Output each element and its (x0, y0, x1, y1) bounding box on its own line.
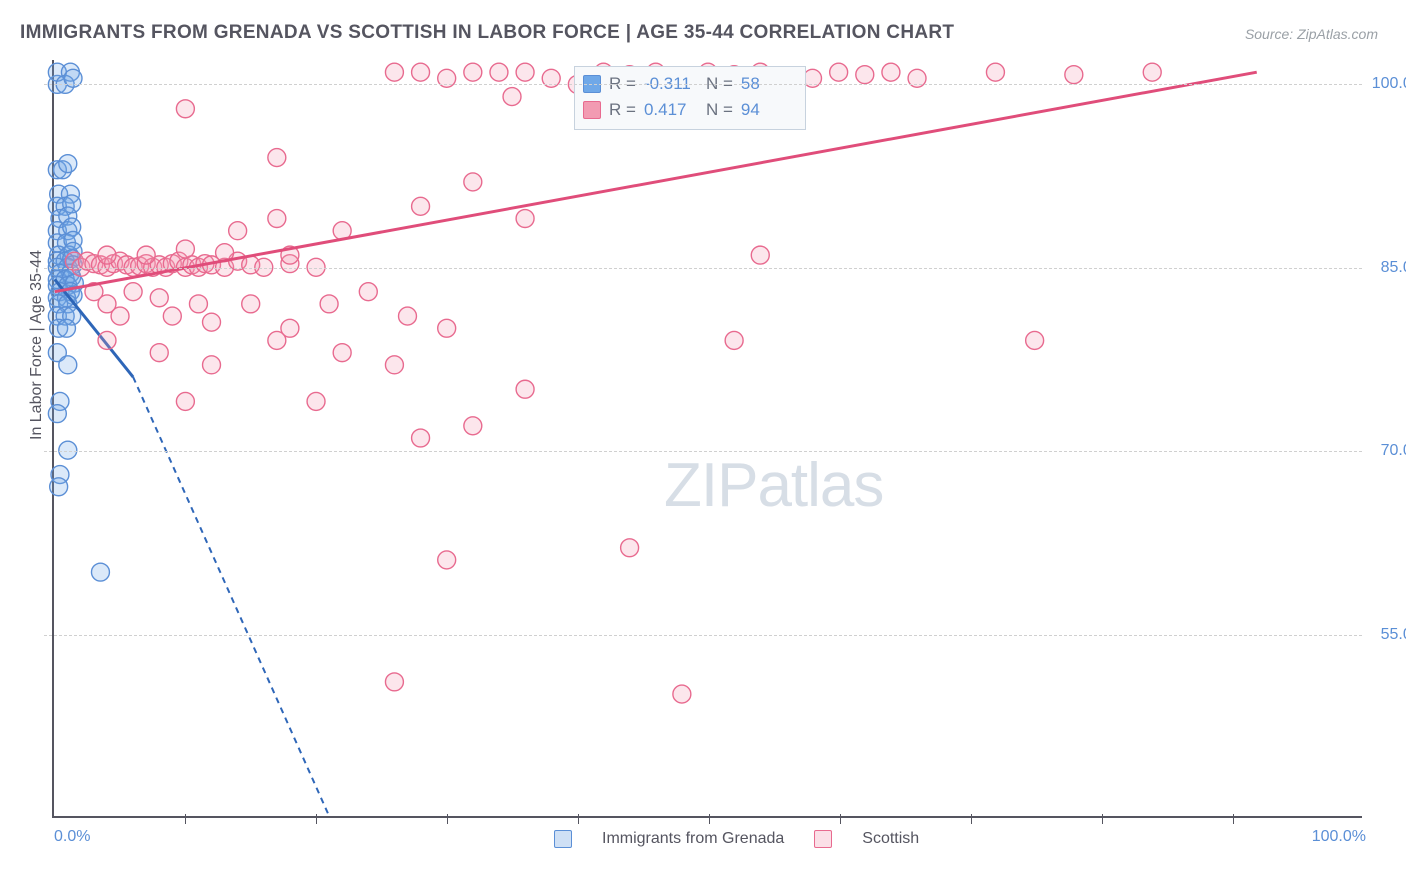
data-point (176, 100, 194, 118)
data-point (59, 356, 77, 374)
y-tick-label: 55.0% (1356, 626, 1406, 644)
data-point (621, 539, 639, 557)
data-point (48, 405, 66, 423)
data-point (385, 356, 403, 374)
r-label: R = (609, 97, 636, 123)
x-tick (185, 814, 186, 824)
data-point (412, 429, 430, 447)
scatter-svg (54, 60, 1362, 816)
data-point (124, 283, 142, 301)
data-point (150, 289, 168, 307)
x-tick (316, 814, 317, 824)
data-point (464, 417, 482, 435)
data-point (91, 563, 109, 581)
data-point (242, 295, 260, 313)
data-point (137, 246, 155, 264)
data-point (490, 63, 508, 81)
chart-title: IMMIGRANTS FROM GRENADA VS SCOTTISH IN L… (20, 22, 954, 44)
x-tick (578, 814, 579, 824)
trend-line-extrapolated (133, 377, 329, 816)
y-tick-label: 85.0% (1356, 259, 1406, 277)
bottom-legend: Immigrants from Grenada Scottish (554, 830, 919, 848)
data-point (1026, 331, 1044, 349)
data-point (320, 295, 338, 313)
legend-swatch-scottish (814, 830, 832, 848)
data-point (163, 307, 181, 325)
data-point (359, 283, 377, 301)
data-point (59, 441, 77, 459)
data-point (59, 155, 77, 173)
data-point (503, 88, 521, 106)
data-point (111, 307, 129, 325)
x-axis-min-label: 0.0% (54, 828, 90, 846)
grid-line (44, 451, 1362, 452)
x-axis-max-label: 100.0% (1312, 828, 1366, 846)
data-point (412, 63, 430, 81)
data-point (751, 246, 769, 264)
data-point (385, 673, 403, 691)
x-tick (709, 814, 710, 824)
data-point (412, 197, 430, 215)
y-tick-label: 100.0% (1356, 75, 1406, 93)
legend-swatch-grenada (554, 830, 572, 848)
data-point (1143, 63, 1161, 81)
data-point (385, 63, 403, 81)
stats-row-scottish: R = 0.417 N = 94 (583, 97, 795, 123)
data-point (856, 66, 874, 84)
n-value-scottish: 94 (741, 97, 795, 123)
legend-label-scottish: Scottish (862, 830, 919, 848)
data-point (516, 380, 534, 398)
data-point (176, 392, 194, 410)
data-point (268, 331, 286, 349)
data-point (725, 331, 743, 349)
data-point (98, 246, 116, 264)
data-point (203, 356, 221, 374)
correlation-stats-box: R = -0.311 N = 58 R = 0.417 N = 94 (574, 66, 806, 130)
data-point (307, 392, 325, 410)
n-label: N = (706, 97, 733, 123)
data-point (150, 344, 168, 362)
data-point (464, 173, 482, 191)
source-credit: Source: ZipAtlas.com (1245, 26, 1378, 42)
grid-line (44, 635, 1362, 636)
data-point (189, 295, 207, 313)
x-tick (840, 814, 841, 824)
data-point (516, 210, 534, 228)
x-tick (447, 814, 448, 824)
data-point (58, 319, 76, 337)
data-point (438, 319, 456, 337)
y-axis-title: In Labor Force | Age 35-44 (28, 250, 46, 440)
r-value-scottish: 0.417 (644, 97, 698, 123)
data-point (673, 685, 691, 703)
data-point (830, 63, 848, 81)
data-point (438, 551, 456, 569)
data-point (399, 307, 417, 325)
data-point (516, 63, 534, 81)
x-tick (1102, 814, 1103, 824)
data-point (986, 63, 1004, 81)
x-tick (971, 814, 972, 824)
data-point (882, 63, 900, 81)
data-point (203, 313, 221, 331)
y-tick-label: 70.0% (1356, 442, 1406, 460)
data-point (1065, 66, 1083, 84)
data-point (464, 63, 482, 81)
x-tick (1233, 814, 1234, 824)
data-point (98, 331, 116, 349)
data-point (229, 222, 247, 240)
data-point (50, 478, 68, 496)
data-point (268, 210, 286, 228)
data-point (333, 344, 351, 362)
data-point (176, 240, 194, 258)
grid-line (44, 268, 1362, 269)
legend-label-grenada: Immigrants from Grenada (602, 830, 784, 848)
grid-line (44, 84, 1362, 85)
data-point (268, 149, 286, 167)
swatch-scottish (583, 101, 601, 119)
chart-plot-area: ZIPatlas R = -0.311 N = 58 R = 0.417 N =… (52, 60, 1362, 818)
